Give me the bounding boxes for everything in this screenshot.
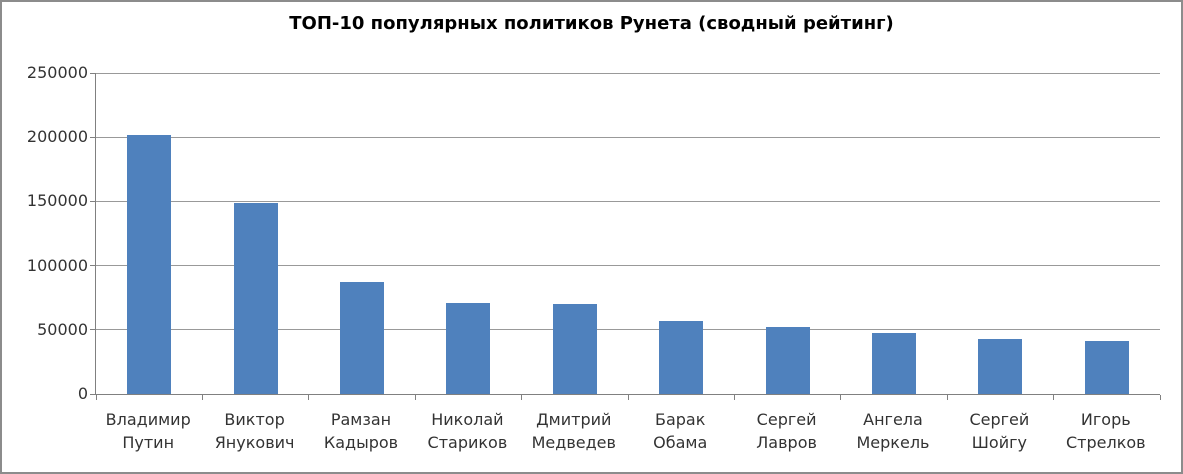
y-axis-tick: [90, 329, 96, 331]
y-axis-tick: [90, 200, 96, 202]
chart-title: ТОП-10 популярных политиков Рунета (свод…: [289, 13, 894, 34]
x-axis-tick: [201, 395, 203, 400]
x-axis-label: Барак Обама: [653, 410, 708, 452]
x-axis-tick: [414, 395, 416, 400]
bar: [340, 282, 384, 394]
x-axis-tick: [840, 395, 842, 400]
y-axis-label: 100000: [26, 255, 88, 275]
bar: [233, 203, 278, 394]
bar: [1084, 341, 1129, 394]
x-axis-tick: [95, 395, 97, 400]
x-axis-tick: [1159, 395, 1161, 400]
x-axis-tick: [733, 395, 735, 400]
x-axis-label: Ангела Меркель: [856, 410, 930, 452]
bar: [765, 327, 810, 394]
y-axis-tick: [90, 393, 96, 395]
x-axis-tick: [627, 395, 629, 400]
x-axis-label: Дмитрий Медведев: [531, 410, 616, 452]
bar: [978, 339, 1023, 394]
bar: [659, 321, 704, 394]
plot-area: [90, 72, 1161, 400]
y-axis-label: 200000: [26, 127, 88, 147]
bar: [872, 333, 916, 394]
y-axis-tick: [90, 72, 96, 74]
y-axis-tick: [90, 136, 96, 138]
x-axis-label: Игорь Стрелков: [1065, 410, 1146, 452]
bar: [446, 303, 491, 394]
x-axis-tick: [308, 395, 310, 400]
y-axis-tick: [90, 265, 96, 267]
gridline: [96, 265, 1160, 267]
x-axis-label: Владимир Путин: [105, 410, 191, 452]
bar: [127, 135, 172, 394]
x-axis-label: Сергей Лавров: [756, 410, 817, 452]
x-axis-label: Виктор Янукович: [214, 410, 295, 452]
bar: [552, 304, 597, 394]
gridline: [96, 200, 1160, 202]
x-axis-tick: [1053, 395, 1055, 400]
gridline: [96, 329, 1160, 331]
y-axis-label: 0: [77, 384, 88, 403]
x-axis-label: Сергей Шойгу: [969, 410, 1030, 452]
x-axis-tick: [521, 395, 523, 400]
gridline: [96, 72, 1160, 74]
y-axis-label: 50000: [37, 319, 88, 339]
x-axis-tick: [946, 395, 948, 400]
gridline: [96, 136, 1160, 138]
x-axis-label: Николай Стариков: [427, 410, 508, 452]
x-axis-label: Рамзан Кадыров: [323, 410, 399, 452]
y-axis-label: 250000: [26, 63, 88, 82]
y-axis-label: 150000: [26, 191, 88, 211]
